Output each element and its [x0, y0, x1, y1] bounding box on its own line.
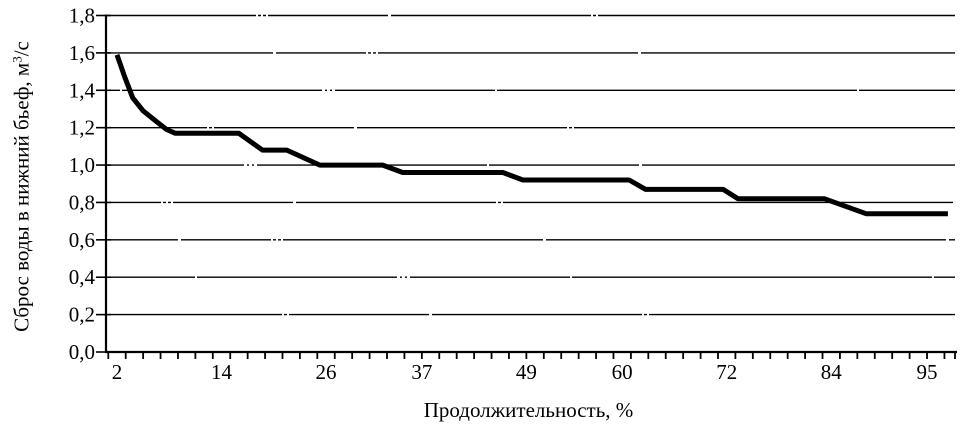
- x-tick-label: 72: [716, 360, 737, 384]
- y-tick-label: 1,6: [69, 41, 95, 65]
- x-tick-label: 60: [612, 360, 633, 384]
- x-axis-title: Продолжительность, %: [423, 398, 634, 422]
- y-tick-label: 0,8: [69, 190, 95, 214]
- y-axis-title-superscript: 3: [9, 56, 25, 63]
- y-tick-label: 0,6: [69, 228, 95, 252]
- x-tick-label: 95: [917, 360, 938, 384]
- x-tick-label: 49: [516, 360, 537, 384]
- y-axis-title-text: Сброс воды в нижний бьеф, м: [9, 62, 34, 332]
- y-tick-label: 0,2: [69, 303, 95, 327]
- y-tick-label: 0,0: [69, 340, 95, 364]
- x-tick-label: 14: [211, 360, 233, 384]
- y-tick-label: 1,8: [69, 4, 95, 28]
- x-tick-label: 37: [411, 360, 432, 384]
- y-axis-title: Сброс воды в нижний бьеф, м3/с: [10, 1, 35, 373]
- y-tick-label: 1,0: [69, 153, 95, 177]
- x-tick-label: 84: [821, 360, 843, 384]
- y-tick-label: 1,2: [69, 116, 95, 140]
- y-axis-title-units: /с: [9, 41, 34, 57]
- y-tick-label: 1,4: [69, 78, 96, 102]
- data-series-line: [114, 53, 948, 217]
- y-tick-label: 0,4: [69, 265, 96, 289]
- x-tick-label: 26: [316, 360, 337, 384]
- x-tick-label: 2: [112, 360, 123, 384]
